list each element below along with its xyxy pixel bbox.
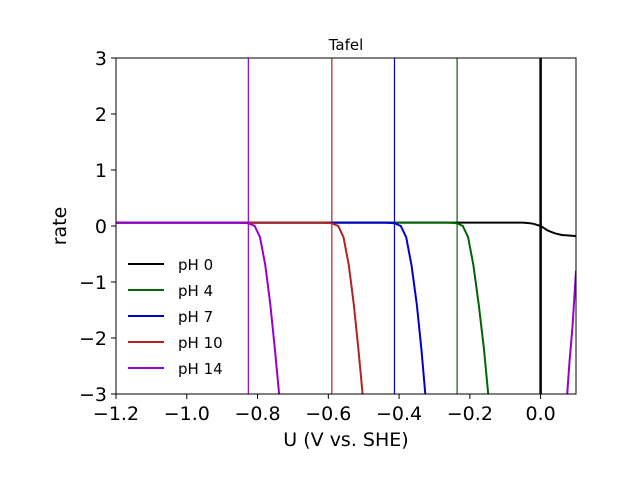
y-tick-label: 3	[95, 48, 107, 70]
x-tick-label: −0.2	[447, 403, 493, 425]
legend-label-ph-10: pH 10	[178, 334, 223, 352]
y-tick-label: 1	[95, 160, 107, 182]
legend-label-ph-0: pH 0	[178, 256, 213, 274]
y-axis: −3 −2 −1 0 1 2 3	[79, 48, 116, 406]
series-line-ph-10	[116, 221, 364, 394]
y-tick-label: 2	[95, 104, 107, 126]
y-tick-label: −2	[79, 328, 107, 350]
series-line-ph-7	[116, 221, 427, 394]
y-tick-label: −1	[79, 272, 107, 294]
series-line-ph-14-branch	[566, 270, 576, 394]
equilibrium-lines	[247, 58, 542, 394]
x-tick-label: −0.4	[376, 403, 422, 425]
legend-label-ph-4: pH 4	[178, 282, 213, 300]
legend-label-ph-7: pH 7	[178, 308, 213, 326]
x-tick-label: 0.0	[526, 403, 556, 425]
x-tick-label: −0.8	[234, 403, 280, 425]
series-line-ph-4	[116, 221, 490, 394]
series-line-ph-0	[116, 221, 576, 238]
series-line-ph-14	[116, 221, 281, 394]
x-axis-label: U (V vs. SHE)	[283, 429, 408, 451]
legend-label-ph-14: pH 14	[178, 360, 223, 378]
x-tick-label: −1.2	[93, 403, 139, 425]
x-axis: −1.2 −1.0 −0.8 −0.6 −0.4 −0.2 0.0	[93, 394, 556, 425]
chart-title: Tafel	[328, 36, 364, 54]
x-tick-label: −0.6	[305, 403, 351, 425]
y-tick-label: 0	[95, 216, 107, 238]
series-curves	[116, 221, 576, 394]
legend: pH 0 pH 4 pH 7 pH 10 pH 14	[128, 256, 223, 378]
y-axis-label: rate	[49, 207, 71, 246]
y-tick-label: −3	[79, 384, 107, 406]
x-tick-label: −1.0	[164, 403, 210, 425]
